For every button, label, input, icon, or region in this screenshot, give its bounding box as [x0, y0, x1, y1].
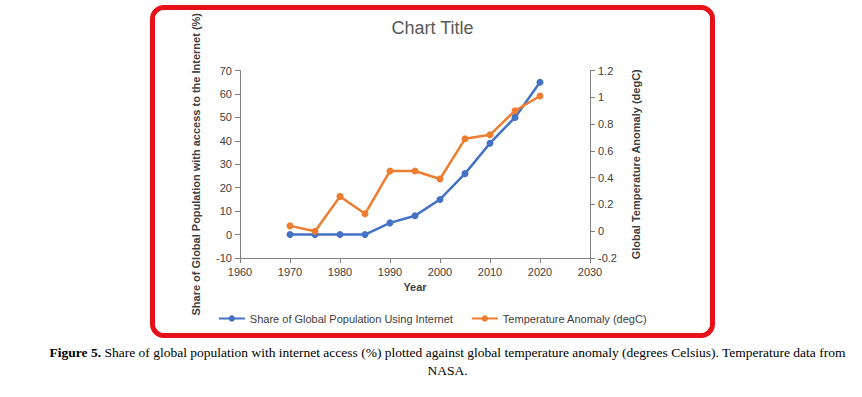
svg-text:0: 0: [226, 229, 232, 241]
svg-text:Global Temperature Anomaly (de: Global Temperature Anomaly (degC): [630, 69, 642, 259]
svg-text:1980: 1980: [328, 266, 352, 278]
svg-text:2030: 2030: [578, 266, 602, 278]
svg-text:1.2: 1.2: [598, 65, 613, 77]
svg-text:0.4: 0.4: [598, 172, 613, 184]
svg-text:Chart Title: Chart Title: [391, 18, 473, 38]
svg-text:10: 10: [220, 205, 232, 217]
svg-text:2010: 2010: [478, 266, 502, 278]
html-text:Figure 5. Share of global popu: Figure 5. Share of global population wit…: [49, 345, 846, 378]
svg-text:1: 1: [598, 91, 604, 103]
svg-text:1960: 1960: [228, 266, 252, 278]
svg-text:Share of Global Population Usi: Share of Global Population Using Interne…: [250, 313, 453, 325]
svg-text:Temperature Anomaly (degC): Temperature Anomaly (degC): [503, 313, 647, 325]
svg-text:40: 40: [220, 135, 232, 147]
svg-text:1990: 1990: [378, 266, 402, 278]
svg-text:30: 30: [220, 158, 232, 170]
svg-text:70: 70: [220, 65, 232, 77]
svg-text:-0.2: -0.2: [598, 252, 617, 264]
svg-text:2000: 2000: [428, 266, 452, 278]
svg-text:50: 50: [220, 111, 232, 123]
svg-text:60: 60: [220, 88, 232, 100]
svg-text:0.2: 0.2: [598, 198, 613, 210]
svg-text:0.8: 0.8: [598, 118, 613, 130]
svg-text:-10: -10: [216, 252, 232, 264]
svg-text:0.6: 0.6: [598, 145, 613, 157]
svg-text:0: 0: [598, 225, 604, 237]
svg-text:Year: Year: [403, 281, 427, 293]
svg-text:2020: 2020: [528, 266, 552, 278]
svg-text:20: 20: [220, 182, 232, 194]
svg-text:Share of Global Population wit: Share of Global Population with access t…: [190, 13, 202, 316]
svg-text:1970: 1970: [278, 266, 302, 278]
